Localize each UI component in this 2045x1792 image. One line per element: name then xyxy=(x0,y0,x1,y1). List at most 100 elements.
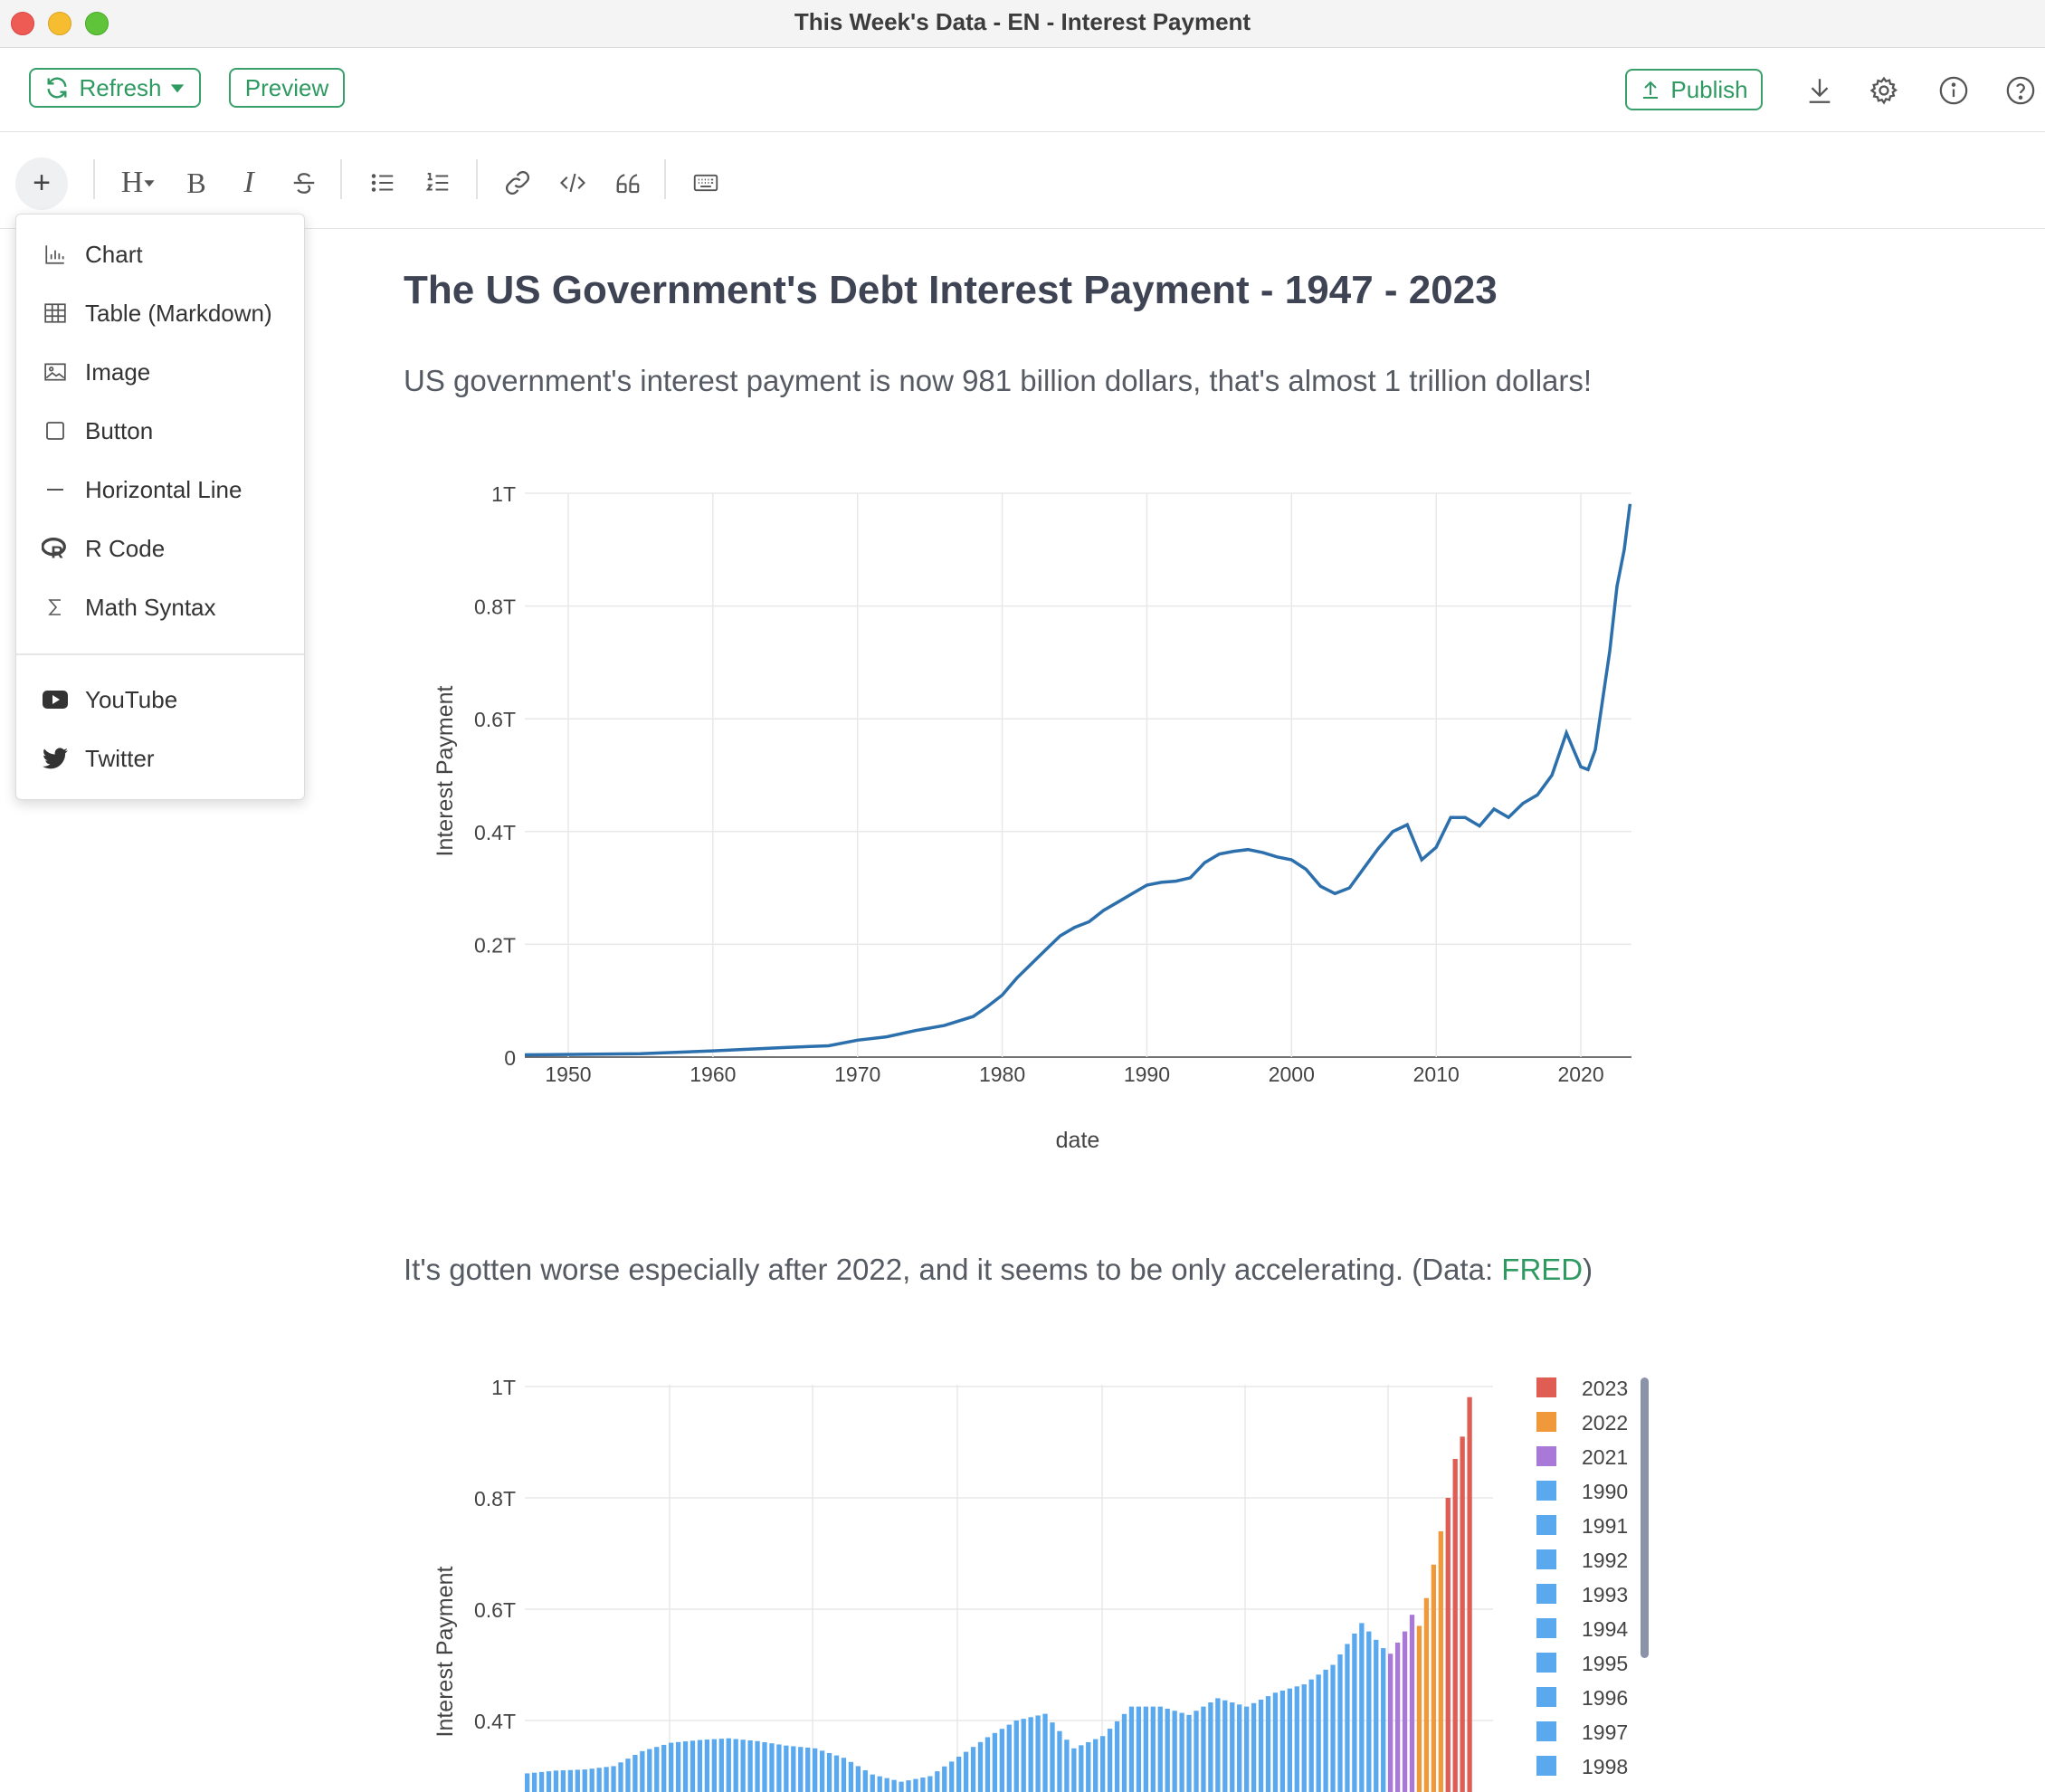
menu-item-label: Math Syntax xyxy=(85,593,216,621)
fred-link[interactable]: FRED xyxy=(1501,1253,1584,1286)
bold-button[interactable]: B xyxy=(181,165,212,201)
y-tick-label: 0.6T xyxy=(474,1598,516,1622)
chart-gridlines xyxy=(525,492,1631,1058)
bar xyxy=(1359,1623,1365,1792)
bar xyxy=(1086,1741,1091,1792)
numbered-list-button[interactable] xyxy=(421,165,455,201)
bar xyxy=(1215,1698,1221,1792)
quote-button[interactable] xyxy=(610,165,646,201)
bullet-list-button[interactable] xyxy=(366,165,400,201)
bar xyxy=(711,1739,717,1792)
legend-label[interactable]: 2022 xyxy=(1582,1411,1628,1435)
bar xyxy=(1301,1684,1307,1792)
bar xyxy=(906,1780,911,1792)
bar xyxy=(747,1740,753,1792)
bar xyxy=(999,1729,1004,1792)
close-window-button[interactable] xyxy=(11,12,34,35)
chart-legend[interactable]: 2023 2022 2021 1990 1991 1992 1993 1994 1995 1996… xyxy=(1536,1377,1628,1778)
bar xyxy=(1352,1633,1357,1792)
legend-label[interactable]: 2023 xyxy=(1582,1377,1628,1400)
bar xyxy=(1042,1713,1048,1792)
legend-label[interactable]: 1992 xyxy=(1582,1549,1628,1572)
bar xyxy=(640,1750,645,1792)
bar xyxy=(618,1762,623,1792)
bar xyxy=(913,1778,918,1792)
legend-label[interactable]: 1996 xyxy=(1582,1686,1628,1710)
info-icon[interactable] xyxy=(1938,75,1969,106)
bar xyxy=(740,1740,746,1792)
bar xyxy=(927,1776,933,1792)
interest-bar-chart: 0.4T 0.6T 0.8T 1T 2023 2022 2021 1990 1991 1992 1… xyxy=(433,1376,1649,1792)
bar xyxy=(1114,1721,1120,1792)
refresh-button[interactable]: Refresh xyxy=(29,68,201,108)
x-tick-label: 1990 xyxy=(1124,1063,1170,1086)
help-icon[interactable] xyxy=(2005,75,2036,106)
document-title: The US Government's Debt Interest Paymen… xyxy=(404,268,1498,312)
bar xyxy=(798,1747,804,1792)
bar xyxy=(1006,1724,1012,1792)
legend-swatch xyxy=(1536,1412,1556,1432)
bar xyxy=(1050,1722,1055,1792)
menu-item-math-syntax[interactable]: Math Syntax xyxy=(16,582,304,633)
x-tick-label: 1950 xyxy=(545,1063,591,1086)
menu-item-chart[interactable]: Chart xyxy=(16,229,304,280)
preview-button[interactable]: Preview xyxy=(229,68,345,108)
menu-item-button[interactable]: Button xyxy=(16,405,304,456)
bar xyxy=(1467,1396,1472,1792)
bar xyxy=(1079,1745,1084,1792)
keyboard-button[interactable] xyxy=(688,165,724,201)
bar xyxy=(1093,1739,1099,1792)
bar xyxy=(870,1774,875,1792)
y-axis-ticks: 0.4T 0.6T 0.8T 1T xyxy=(474,1376,516,1733)
menu-item-label: Chart xyxy=(85,240,143,268)
legend-label[interactable]: 1993 xyxy=(1582,1583,1628,1606)
y-tick-label: 0.4T xyxy=(474,821,516,844)
bar-chart-icon xyxy=(45,245,64,264)
menu-item-table[interactable]: Table (Markdown) xyxy=(16,288,304,338)
y-axis-label: Interest Payment xyxy=(433,1566,458,1737)
legend-label[interactable]: 1998 xyxy=(1582,1755,1628,1778)
heading-button[interactable]: H xyxy=(116,165,161,201)
publish-button[interactable]: Publish xyxy=(1625,69,1763,110)
bar xyxy=(1157,1706,1163,1792)
download-icon[interactable] xyxy=(1804,75,1835,106)
legend-label[interactable]: 1995 xyxy=(1582,1652,1628,1675)
insert-plus-button[interactable]: + xyxy=(15,157,68,210)
bar xyxy=(1423,1597,1430,1792)
bar xyxy=(1330,1664,1336,1792)
bar xyxy=(1272,1692,1279,1792)
legend-label[interactable]: 1991 xyxy=(1582,1514,1628,1538)
interest-line-chart: 0 0.2T 0.4T 0.6T 0.8T 1T 1950 1960 1970 1980 1990… xyxy=(433,482,1632,1153)
bold-icon: B xyxy=(186,166,206,199)
publish-label: Publish xyxy=(1670,75,1748,103)
legend-label[interactable]: 1997 xyxy=(1582,1721,1628,1744)
italic-button[interactable]: I xyxy=(233,165,264,201)
bar xyxy=(776,1744,782,1792)
legend-scrollbar[interactable] xyxy=(1641,1377,1649,1658)
minimize-window-button[interactable] xyxy=(48,12,71,35)
bar xyxy=(1394,1642,1401,1792)
bar xyxy=(963,1751,969,1792)
menu-item-horizontal-line[interactable]: Horizontal Line xyxy=(16,464,304,515)
legend-swatch xyxy=(1536,1481,1556,1501)
menu-item-twitter[interactable]: Twitter xyxy=(16,733,304,784)
bar-series xyxy=(525,1396,1472,1792)
menu-item-image[interactable]: Image xyxy=(16,347,304,397)
gear-icon[interactable] xyxy=(1869,75,1899,106)
menu-item-r-code[interactable]: R R Code xyxy=(16,523,304,574)
strikethrough-button[interactable] xyxy=(288,165,320,201)
code-button[interactable] xyxy=(555,165,591,201)
menu-item-youtube[interactable]: YouTube xyxy=(16,674,304,725)
quote-icon xyxy=(616,174,640,194)
legend-label[interactable]: 1994 xyxy=(1582,1617,1628,1641)
bar xyxy=(1445,1498,1451,1792)
bar xyxy=(589,1768,594,1792)
twitter-icon xyxy=(43,748,68,769)
menu-divider xyxy=(16,653,304,655)
legend-label[interactable]: 2021 xyxy=(1582,1445,1628,1469)
bar xyxy=(956,1756,962,1792)
bar xyxy=(805,1747,811,1792)
maximize-window-button[interactable] xyxy=(85,12,109,35)
legend-label[interactable]: 1990 xyxy=(1582,1480,1628,1503)
link-button[interactable] xyxy=(500,165,535,201)
